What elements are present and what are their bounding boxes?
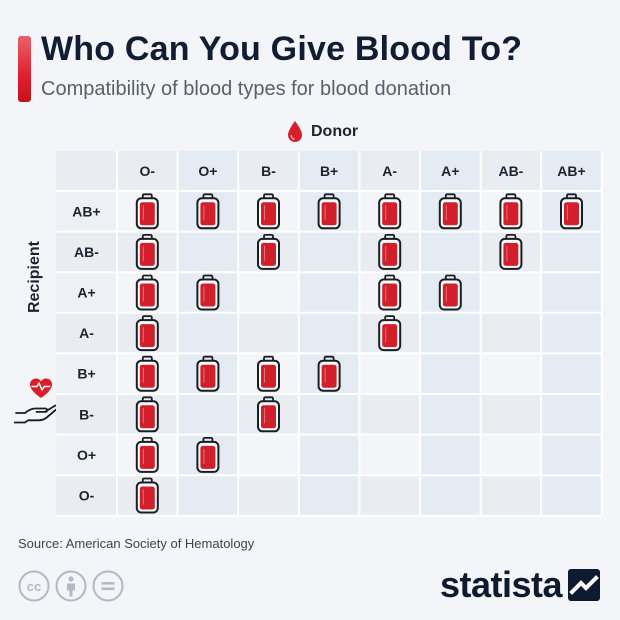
- svg-text:cc: cc: [27, 579, 41, 594]
- blood-bag-icon: [257, 233, 280, 270]
- blood-bag-icon: [257, 193, 280, 230]
- blood-bag-icon: [257, 396, 280, 433]
- blood-drop-icon: [288, 121, 302, 142]
- recipient-row-header: A+: [77, 285, 95, 301]
- statista-logo[interactable]: statista: [440, 564, 601, 605]
- blood-bag-icon: [378, 274, 402, 311]
- recipient-row-header: B-: [79, 406, 94, 422]
- recipient-row-header: O+: [77, 447, 96, 463]
- blood-bag-icon: [499, 193, 523, 230]
- blood-bag-icon: [317, 193, 341, 230]
- blood-bag-icon: [196, 274, 220, 311]
- blood-bag-icon: [135, 396, 159, 433]
- blood-bag-icon: [196, 355, 220, 392]
- page-title: Who Can You Give Blood To?: [41, 30, 523, 68]
- blood-bag-icon: [378, 315, 402, 352]
- license-icons: cc: [18, 570, 124, 602]
- blood-bag-icon: [135, 315, 159, 352]
- blood-bag-icon: [135, 193, 159, 230]
- source-note: Source: American Society of Hematology: [18, 536, 255, 551]
- recipient-row-header: A-: [79, 325, 94, 341]
- blood-bag-icon: [135, 355, 159, 392]
- brand-name: statista: [440, 564, 563, 605]
- blood-bag-icon: [135, 274, 159, 311]
- donor-column-header: B+: [320, 163, 338, 179]
- blood-bag-icon: [560, 193, 583, 230]
- donor-column-header: A-: [382, 163, 397, 179]
- page-subtitle: Compatibility of blood types for blood d…: [41, 78, 452, 100]
- blood-bag-icon: [135, 233, 159, 270]
- blood-bag-icon: [135, 477, 159, 514]
- creative-commons-icon[interactable]: cc: [18, 570, 50, 602]
- donor-axis-label: Donor: [311, 123, 359, 140]
- title-accent-bar: [18, 36, 31, 102]
- donor-column-header: O+: [198, 163, 217, 179]
- blood-bag-icon: [196, 193, 220, 230]
- donor-column-header: A+: [441, 163, 459, 179]
- attribution-icon[interactable]: [55, 570, 87, 602]
- blood-bag-icon: [438, 274, 462, 311]
- donor-header: Donor: [287, 121, 358, 143]
- recipient-row-header: AB+: [72, 203, 100, 219]
- donor-column-header: AB-: [498, 163, 523, 179]
- recipient-row-header: AB-: [74, 244, 99, 260]
- no-derivatives-icon[interactable]: [92, 570, 124, 602]
- statista-mark-icon: [568, 569, 601, 601]
- donor-column-header: AB+: [557, 163, 585, 179]
- blood-bag-icon: [135, 436, 159, 473]
- label-column-band: [56, 151, 117, 516]
- recipient-row-header: O-: [79, 488, 95, 504]
- heart-in-hand-icon: [14, 378, 59, 424]
- blood-bag-icon: [257, 355, 280, 392]
- donor-column-header: O-: [140, 163, 156, 179]
- donor-column-header: B-: [261, 163, 276, 179]
- blood-bag-icon: [317, 355, 341, 392]
- blood-bag-icon: [499, 233, 523, 270]
- blood-bag-icon: [378, 193, 402, 230]
- recipient-row-header: B+: [77, 366, 95, 382]
- blood-bag-icon: [196, 436, 220, 473]
- blood-bag-icon: [378, 233, 402, 270]
- blood-bag-icon: [438, 193, 462, 230]
